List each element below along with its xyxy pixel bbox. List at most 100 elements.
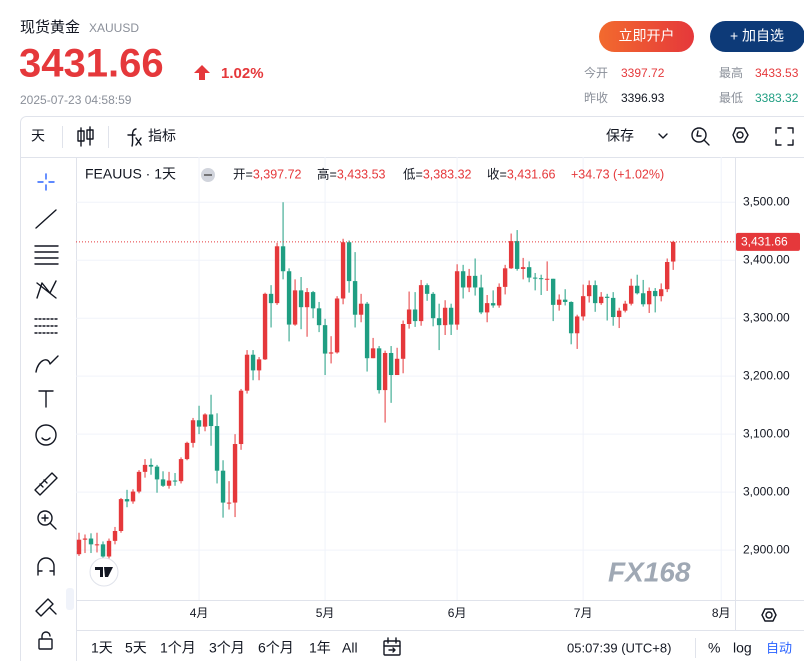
indicator-icon[interactable]: [127, 128, 142, 147]
candle-body: [544, 278, 550, 280]
save-button[interactable]: 保存: [606, 128, 634, 144]
stat-value: 3433.53: [755, 66, 799, 80]
candle-body: [232, 444, 238, 503]
clock: 05:07:39 (UTC+8): [567, 640, 671, 655]
drawing-tools: [34, 173, 59, 650]
candle-body: [538, 278, 544, 280]
candle-body: [178, 459, 184, 482]
candle-body: [202, 414, 208, 427]
candle-body: [226, 502, 232, 504]
candle-body: [466, 275, 472, 288]
candle-body: [358, 303, 364, 315]
range-button[interactable]: 1天: [91, 640, 113, 656]
percent-toggle[interactable]: %: [708, 640, 720, 656]
add-watchlist-button[interactable]: + 加自选: [710, 21, 804, 52]
ruler-tool[interactable]: [34, 472, 58, 496]
candle-body: [592, 285, 598, 304]
range-button[interactable]: 6个月: [258, 640, 294, 656]
candle-body: [418, 285, 424, 322]
candle-body: [634, 285, 640, 294]
stat-label: 最高: [719, 65, 743, 80]
range-bar: 1天 5天 1个月 3个月 6个月 1年 All: [91, 640, 358, 656]
x-tick-label: 4月: [190, 606, 209, 620]
candle-body: [580, 296, 586, 317]
stat-label: 最低: [719, 91, 743, 105]
last-price-label: 3,431.66: [741, 235, 788, 249]
candle-body: [436, 318, 442, 326]
candle-body: [130, 491, 136, 502]
collapse-handle[interactable]: [66, 588, 74, 610]
save-menu-icon[interactable]: [658, 133, 668, 139]
hide-legend-button[interactable]: [201, 168, 215, 182]
candle-body: [670, 241, 676, 262]
candle-body: [166, 480, 172, 486]
candle-body: [442, 307, 448, 326]
interval-button[interactable]: 天: [31, 128, 45, 144]
axis-settings-icon[interactable]: [761, 608, 777, 622]
pattern-tool[interactable]: [36, 280, 57, 299]
text-tool[interactable]: [38, 390, 54, 408]
candle-body: [184, 442, 190, 460]
candle-body: [100, 544, 106, 557]
auto-toggle[interactable]: 自动: [766, 640, 792, 655]
range-button[interactable]: 3个月: [209, 640, 245, 656]
candle-body: [502, 268, 508, 287]
candle-body: [610, 297, 616, 318]
tv-logo: [89, 557, 119, 587]
candle-body: [304, 292, 310, 308]
brush-tool[interactable]: [35, 355, 59, 373]
change-percent: 1.02%: [221, 65, 264, 82]
candle-body: [658, 289, 664, 297]
legend-value: 3,431.66: [507, 167, 556, 181]
button-label: 立即开户: [619, 28, 675, 44]
candle-body: [406, 309, 412, 324]
lock-draw-tool[interactable]: [35, 598, 57, 617]
log-toggle[interactable]: log: [733, 640, 752, 656]
stat-label: 昨收: [584, 91, 608, 105]
candle-body: [274, 246, 280, 304]
candle-body: [472, 275, 478, 288]
zoom-tool-plus: [41, 514, 57, 530]
crosshair-tool[interactable]: [37, 173, 55, 191]
range-button[interactable]: All: [342, 640, 358, 656]
icon-tool[interactable]: [35, 424, 57, 446]
candle-body: [598, 296, 604, 304]
candle-body: [346, 242, 352, 282]
settings-icon[interactable]: [732, 127, 749, 143]
range-button[interactable]: 1个月: [160, 640, 196, 656]
legend-value: 3,397.72: [253, 167, 302, 181]
stat-value: 3397.72: [621, 66, 665, 80]
indicator-button[interactable]: 指标: [148, 128, 176, 144]
fullscreen-icon[interactable]: [775, 127, 794, 146]
lock-tool[interactable]: [38, 638, 53, 650]
legend-key: 收=: [487, 167, 507, 181]
open-account-button[interactable]: 立即开户: [599, 21, 694, 52]
candle-body: [334, 298, 340, 353]
zoom-tool[interactable]: [37, 510, 53, 526]
candle-body: [268, 293, 274, 304]
candle-body: [256, 359, 262, 371]
x-tick-label: 8月: [712, 606, 731, 620]
magnet-tool[interactable]: [37, 557, 55, 576]
candle-body: [640, 293, 646, 305]
instrument-name: 现货黄金: [20, 19, 80, 36]
legend-value: 3,433.53: [337, 167, 386, 181]
candle-body: [424, 285, 430, 294]
candle-body: [508, 241, 514, 269]
projection-tool[interactable]: [34, 318, 59, 334]
trendline-tool[interactable]: [35, 209, 57, 229]
quick-search-icon[interactable]: [691, 127, 710, 146]
range-button[interactable]: 5天: [125, 640, 147, 656]
x-tick-label: 5月: [316, 606, 335, 620]
candle-body: [124, 499, 130, 502]
chart-style-button[interactable]: [77, 126, 94, 147]
candle-body: [154, 466, 160, 480]
stat-value: 3383.32: [755, 91, 799, 105]
range-button[interactable]: 1年: [309, 640, 331, 656]
candle-body: [664, 261, 670, 290]
candle-body: [568, 301, 574, 334]
candle-body: [616, 310, 622, 318]
fib-tool[interactable]: [34, 245, 59, 265]
goto-date-icon[interactable]: [383, 637, 401, 656]
